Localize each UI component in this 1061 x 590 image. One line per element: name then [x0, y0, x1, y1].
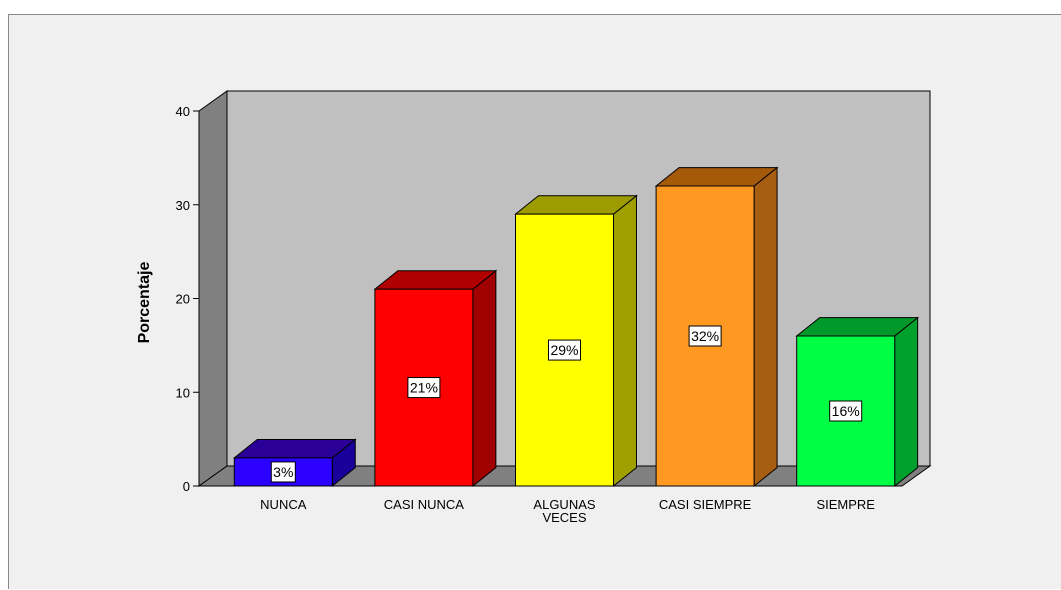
data-label: 29%: [550, 342, 578, 358]
data-label: 3%: [273, 464, 293, 480]
x-tick-label: NUNCA: [260, 497, 307, 512]
x-tick-label: VECES: [542, 510, 586, 525]
y-tick-label: 40: [176, 104, 190, 119]
data-label: 32%: [691, 328, 719, 344]
x-tick-label: ALGUNAS: [533, 497, 595, 512]
side-wall: [198, 90, 228, 487]
data-label-box: [270, 461, 296, 483]
y-tick-label: 0: [183, 479, 190, 494]
data-label: 21%: [410, 380, 438, 396]
bar-side: [753, 166, 778, 488]
x-tick-label: SIEMPRE: [816, 497, 875, 512]
chart-frame: 0 10 20 30 40 Porcentaje 3% NUNCA 21% CASI NUNCA 2…: [8, 14, 1061, 589]
bar-side: [613, 194, 637, 488]
x-tick-label: CASI NUNCA: [384, 497, 465, 512]
y-tick-label: 20: [176, 292, 190, 307]
bar-side: [894, 316, 919, 488]
bar-side: [472, 269, 497, 488]
data-label-box: [829, 400, 863, 422]
data-label-box: [407, 377, 441, 399]
bar-chart: 0 10 20 30 40 Porcentaje 3% NUNCA 21% CASI NUNCA 2…: [136, 90, 932, 525]
data-label-box: [688, 325, 722, 347]
y-axis-title: Porcentaje: [136, 261, 153, 343]
x-tick-label: CASI SIEMPRE: [659, 497, 752, 512]
y-tick-label: 30: [176, 198, 190, 213]
y-tick-label: 10: [176, 385, 190, 400]
data-label: 16%: [832, 403, 860, 419]
data-label-box: [548, 339, 581, 361]
